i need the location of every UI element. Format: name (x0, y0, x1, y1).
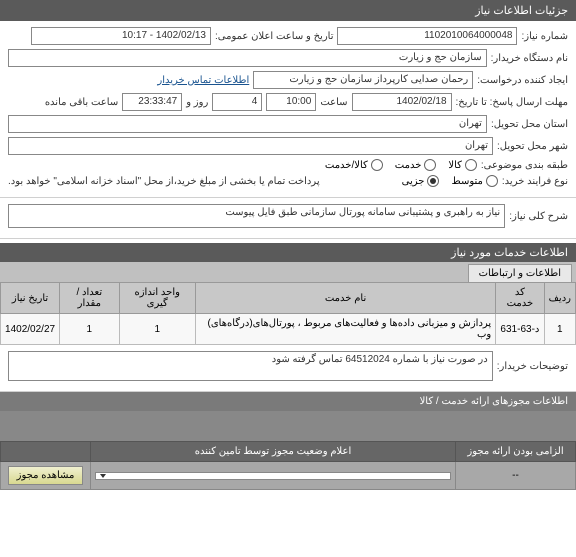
cell-name: پردازش و میزبانی داده‌ها و فعالیت‌های مر… (195, 314, 495, 345)
city-field: تهران (8, 137, 493, 155)
subject-class-label: طبقه بندی موضوعی: (481, 160, 568, 171)
buyer-notes-section: توضیحات خریدار: در صورت نیاز با شماره 64… (0, 345, 576, 392)
buyer-org-field: سازمان حج و زیارت (8, 49, 487, 67)
perm-col2: اعلام وضعیت مجوز توسط تامین کننده (91, 442, 456, 462)
page-title: جزئیات اطلاعات نیاز (475, 5, 568, 17)
days-label: روز و (186, 97, 208, 108)
subject-radio-group: کالا خدمت کالا/خدمت (325, 159, 477, 171)
services-header-text: اطلاعات خدمات مورد نیاز (451, 247, 568, 259)
radio-khedmat[interactable]: خدمت (395, 159, 437, 171)
perm-cell3: مشاهده مجوز (1, 462, 91, 490)
cell-unit: 1 (119, 314, 195, 345)
radio-icon (486, 175, 498, 187)
permits-table: الزامی بودن ارائه مجوز اعلام وضعیت مجوز … (0, 441, 576, 490)
perm-col1: الزامی بودن ارائه مجوز (456, 442, 576, 462)
time-label-1: ساعت (320, 97, 347, 108)
col-qty: تعداد / مقدار (60, 283, 119, 314)
cell-qty: 1 (60, 314, 119, 345)
view-permit-button[interactable]: مشاهده مجوز (8, 466, 84, 485)
days-field: 4 (212, 93, 262, 111)
cell-row: 1 (544, 314, 575, 345)
city-label: شهر محل تحویل: (497, 141, 568, 152)
need-number-field: 1102010064000048 (337, 27, 517, 45)
spacer (0, 411, 576, 441)
radio-icon (427, 175, 439, 187)
order-type-radio-group: متوسط جزیی (402, 175, 498, 187)
perm-cell2 (91, 462, 456, 490)
requester-label: ایجاد کننده درخواست: (477, 75, 568, 86)
province-label: استان محل تحویل: (491, 119, 568, 130)
table-row: -- مشاهده مجوز (1, 462, 576, 490)
requester-field: رحمان صدایی کارپرداز سازمان حج و زیارت (253, 71, 473, 89)
cell-code: د-63-631 (496, 314, 544, 345)
table-row: 1 د-63-631 پردازش و میزبانی داده‌ها و فع… (1, 314, 576, 345)
contact-link[interactable]: اطلاعات تماس خریدار (157, 75, 249, 86)
radio-kala-khedmat[interactable]: کالا/خدمت (325, 159, 383, 171)
radio-icon (424, 159, 436, 171)
col-code: کد خدمت (496, 283, 544, 314)
col-row: ردیف (544, 283, 575, 314)
remaining-time-field: 23:33:47 (122, 93, 182, 111)
radio-label: خدمت (395, 160, 422, 171)
col-name: نام خدمت (195, 283, 495, 314)
permits-header-text: اطلاعات مجوزهای ارائه خدمت / کالا (420, 396, 568, 407)
buyer-notes-label: توضیحات خریدار: (497, 361, 568, 372)
status-select[interactable] (95, 472, 451, 480)
perm-cell1: -- (456, 462, 576, 490)
radio-jozi[interactable]: جزیی (402, 175, 440, 187)
radio-motavaset[interactable]: متوسط (451, 175, 497, 187)
radio-label: جزیی (402, 176, 425, 187)
radio-label: کالا (448, 160, 462, 171)
buyer-org-label: نام دستگاه خریدار: (491, 53, 568, 64)
tab-label: اطلاعات و ارتباطات (479, 268, 561, 279)
chevron-down-icon (100, 474, 106, 478)
permits-header: اطلاعات مجوزهای ارائه خدمت / کالا (0, 392, 576, 411)
radio-icon (371, 159, 383, 171)
radio-label: کالا/خدمت (325, 160, 368, 171)
deadline-date-field: 1402/02/18 (352, 93, 452, 111)
province-field: تهران (8, 115, 487, 133)
services-table: ردیف کد خدمت نام خدمت واحد اندازه گیری ت… (0, 282, 576, 345)
main-info-section: شماره نیاز: 1102010064000048 تاریخ و ساع… (0, 21, 576, 198)
col-date: تاریخ نیاز (1, 283, 60, 314)
services-header: اطلاعات خدمات مورد نیاز (0, 243, 576, 262)
col-unit: واحد اندازه گیری (119, 283, 195, 314)
description-section: شرح کلی نیاز: نیاز به راهبری و پشتیبانی … (0, 198, 576, 239)
radio-icon (465, 159, 477, 171)
cell-date: 1402/02/27 (1, 314, 60, 345)
buyer-notes-field: در صورت نیاز با شماره 64512024 تماس گرفت… (8, 351, 493, 381)
deadline-time-field: 10:00 (266, 93, 316, 111)
payment-note: پرداخت تمام یا بخشی از مبلغ خرید،از محل … (8, 176, 320, 187)
public-date-label: تاریخ و ساعت اعلان عمومی: (215, 31, 334, 42)
radio-label: متوسط (451, 176, 482, 187)
desc-label: شرح کلی نیاز: (509, 211, 568, 222)
tab-bar: اطلاعات و ارتباطات (0, 262, 576, 282)
remaining-label: ساعت باقی مانده (45, 97, 118, 108)
radio-kala[interactable]: کالا (448, 159, 477, 171)
deadline-label: مهلت ارسال پاسخ: تا تاریخ: (456, 97, 568, 108)
page-header: جزئیات اطلاعات نیاز (0, 0, 576, 21)
need-number-label: شماره نیاز: (521, 31, 568, 42)
public-date-field: 1402/02/13 - 10:17 (31, 27, 211, 45)
tab-info[interactable]: اطلاعات و ارتباطات (468, 264, 572, 282)
desc-field: نیاز به راهبری و پشتیبانی سامانه پورتال … (8, 204, 505, 228)
perm-col3 (1, 442, 91, 462)
order-type-label: نوع فرایند خرید: (502, 176, 568, 187)
